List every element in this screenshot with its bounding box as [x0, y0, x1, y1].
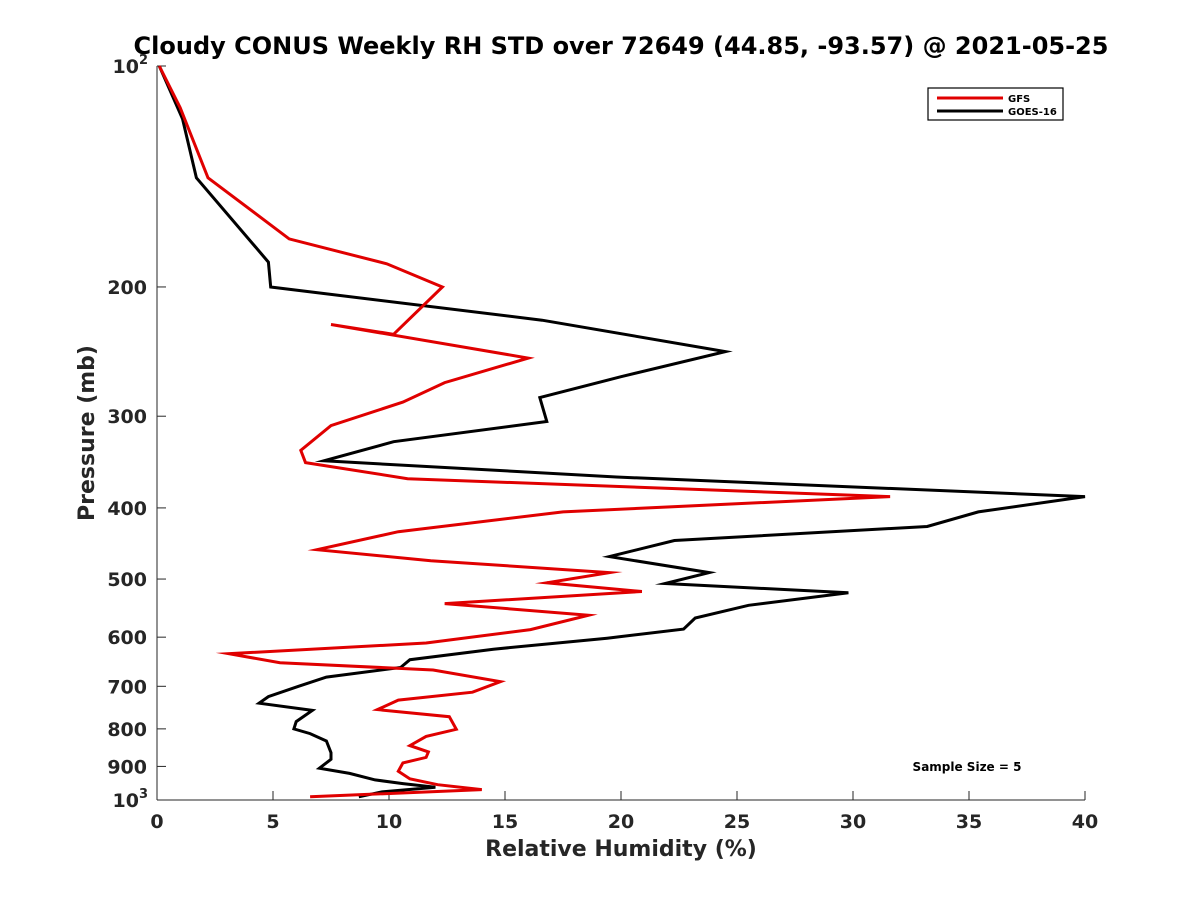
x-tick-label: 25: [724, 811, 750, 833]
y-tick-label: 300: [107, 406, 147, 428]
chart-title: Cloudy CONUS Weekly RH STD over 72649 (4…: [134, 32, 1109, 60]
x-tick-label: 20: [608, 811, 634, 833]
plot-area: 0 5 10 15 20 25 30 35 40 102 200 300 400 500 600 700 800…: [107, 53, 1098, 833]
series-line-gfs: [157, 65, 891, 799]
x-tick-label: 30: [840, 811, 866, 833]
x-tick-label: 10: [376, 811, 402, 833]
y-tick-label: 103: [113, 787, 149, 812]
legend-label: GFS: [1008, 94, 1030, 105]
x-tick-label: 35: [956, 811, 982, 833]
legend-label: GOES-16: [1008, 107, 1057, 118]
y-axis-label: Pressure (mb): [75, 345, 100, 521]
x-tick-label: 15: [492, 811, 518, 833]
x-tick-label: 0: [150, 811, 163, 833]
y-tick-label: 800: [107, 719, 147, 741]
y-tick-label: 102: [113, 53, 149, 78]
legend: GFS GOES-16: [927, 87, 1064, 121]
series-line-goes-16: [157, 65, 1086, 799]
x-axis-label: Relative Humidity (%): [485, 837, 757, 862]
sample-size-annotation: Sample Size = 5: [913, 760, 1022, 774]
y-tick-label: 700: [107, 676, 147, 698]
y-tick-label: 500: [107, 569, 147, 591]
x-tick-label: 40: [1072, 811, 1098, 833]
y-tick-label: 900: [107, 756, 147, 778]
y-tick-label: 600: [107, 627, 147, 649]
x-tick-label: 5: [266, 811, 279, 833]
legend-box: [927, 87, 1064, 121]
y-tick-label: 200: [107, 277, 147, 299]
y-tick-label: 400: [107, 498, 147, 520]
